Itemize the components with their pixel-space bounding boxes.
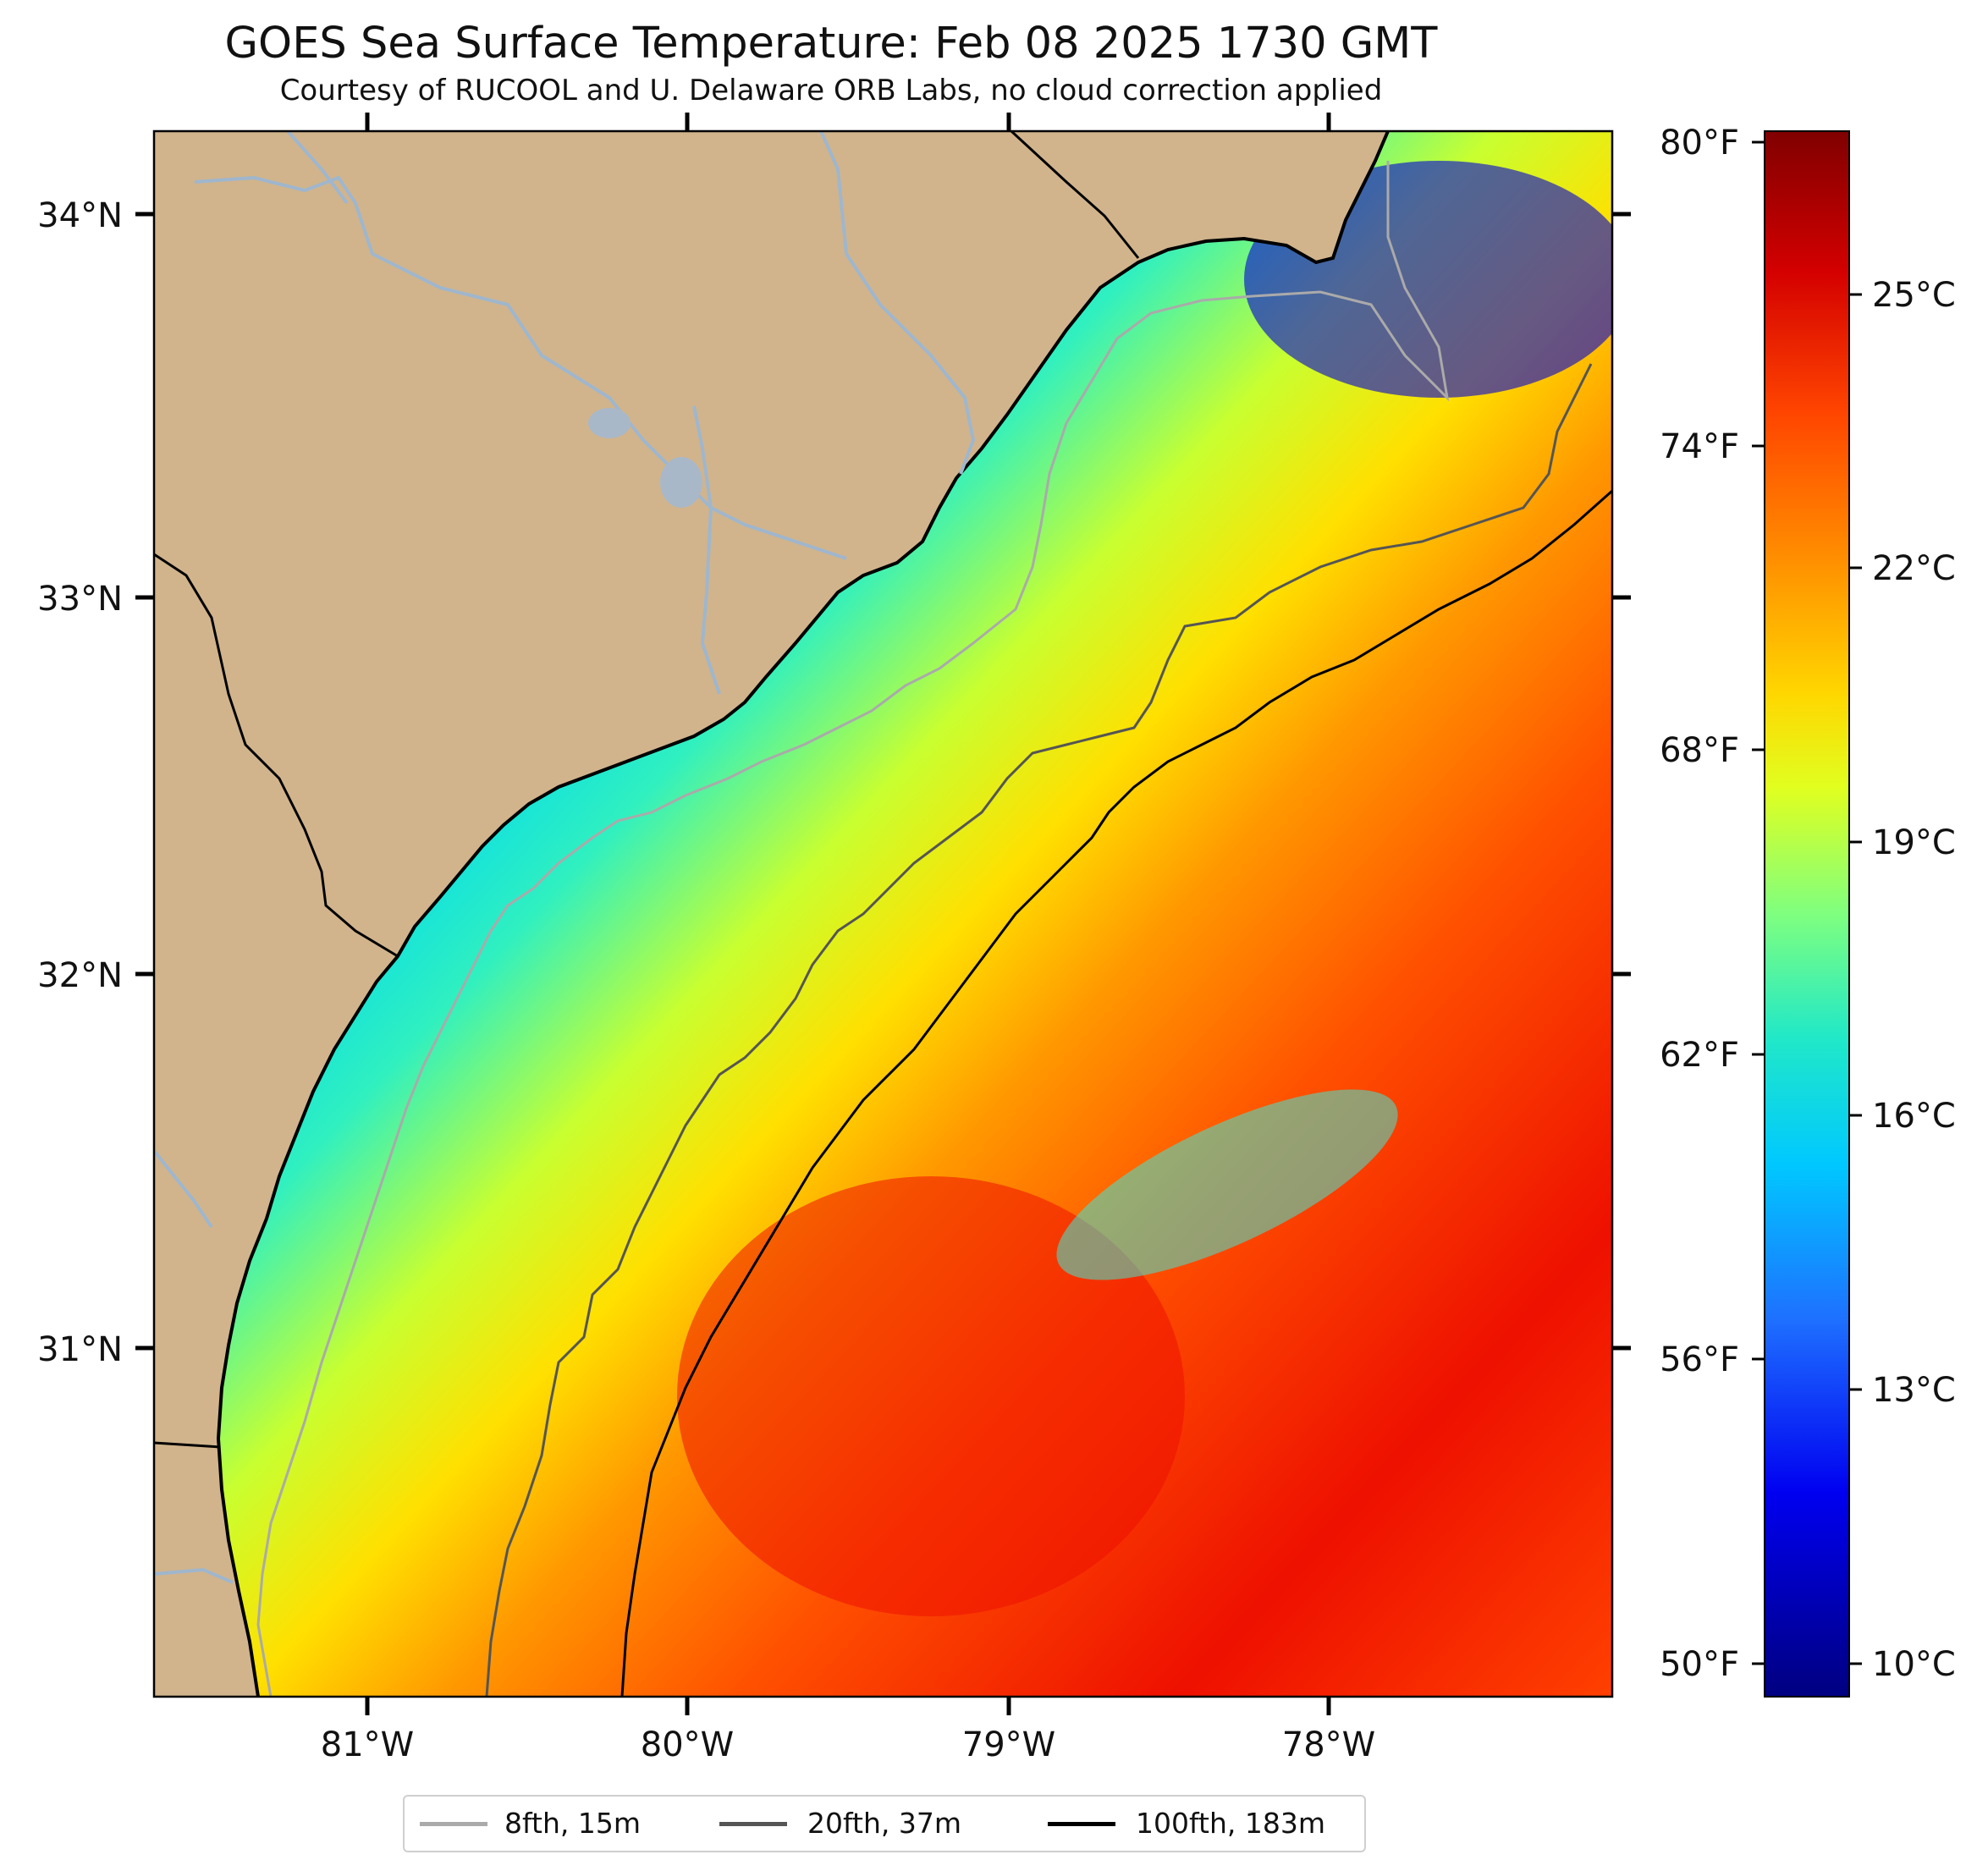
- lat-label-31n: 31°N: [37, 1330, 123, 1369]
- chart-subtitle: Courtesy of RUCOOL and U. Delaware ORB L…: [279, 74, 1383, 107]
- cb-f-label-56: 56°F: [1660, 1340, 1739, 1379]
- cb-c-label-16: 16°C: [1872, 1097, 1956, 1136]
- legend-swatch-8fth: [420, 1822, 487, 1826]
- lon-axis: [365, 113, 1331, 1715]
- map-frame: [152, 129, 1614, 1698]
- lon-label-80w: 80°W: [641, 1725, 734, 1764]
- lat-label-34n: 34°N: [37, 196, 123, 235]
- cb-c-label-25: 25°C: [1872, 276, 1956, 315]
- bathymetry-legend: 8fth, 15m 20fth, 37m 100fth, 183m: [403, 1795, 1366, 1852]
- legend-label-20fth: 20fth, 37m: [807, 1807, 961, 1840]
- state-border-sc-ga: [154, 553, 399, 958]
- lon-label-78w: 78°W: [1282, 1725, 1375, 1764]
- lon-label-79w: 79°W: [962, 1725, 1055, 1764]
- cool-filament: [1056, 1089, 1398, 1280]
- cb-f-label-62: 62°F: [1660, 1036, 1739, 1075]
- chart-title: GOES Sea Surface Temperature: Feb 08 202…: [224, 19, 1438, 69]
- cb-f-label-68: 68°F: [1660, 731, 1739, 770]
- cb-f-label-74: 74°F: [1660, 427, 1739, 466]
- cb-f-label-80: 80°F: [1660, 124, 1739, 162]
- legend-swatch-20fth: [719, 1822, 787, 1826]
- isobath-8fth-15m: [256, 161, 1450, 1697]
- state-border-nc-sc: [1010, 131, 1140, 259]
- legend-swatch-100fth: [1048, 1822, 1115, 1826]
- cb-c-label-19: 19°C: [1872, 823, 1956, 862]
- legend-label-8fth: 8fth, 15m: [504, 1807, 642, 1840]
- lake-moultrie: [588, 408, 631, 438]
- colorbar-fill: [1764, 130, 1850, 1698]
- lon-label-81w: 81°W: [321, 1725, 414, 1764]
- coastline: [216, 131, 1390, 1697]
- land-mass: [154, 131, 1388, 1697]
- legend-label-100fth: 100fth, 183m: [1136, 1807, 1325, 1840]
- gulf-stream-warm-core: [677, 1176, 1185, 1616]
- cb-c-label-10: 10°C: [1872, 1645, 1956, 1684]
- lake-marion: [660, 457, 702, 508]
- cb-c-label-22: 22°C: [1872, 549, 1956, 588]
- map-panel: [154, 131, 1612, 1697]
- rivers: [154, 131, 976, 1584]
- isobath-20fth-37m: [485, 363, 1593, 1697]
- colorbar: 80°F 74°F 68°F 62°F 56°F 50°F 25°C 22°C …: [1660, 124, 1956, 1698]
- cb-c-label-13: 13°C: [1872, 1371, 1956, 1410]
- lat-label-33n: 33°N: [37, 580, 123, 619]
- cb-f-label-50: 50°F: [1660, 1645, 1739, 1684]
- isobath-100fth-183m: [620, 489, 1612, 1697]
- state-border-ga-fl: [154, 1441, 221, 1449]
- latitude-axis: [135, 212, 1631, 1351]
- lat-label-32n: 32°N: [37, 956, 123, 995]
